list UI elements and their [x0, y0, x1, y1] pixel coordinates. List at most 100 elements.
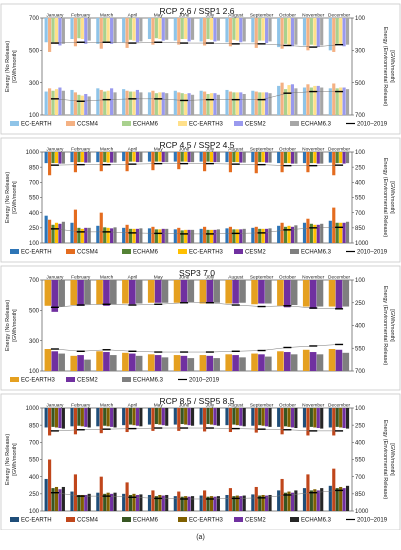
bar-upper — [320, 18, 324, 46]
bar-upper — [265, 18, 269, 44]
bar-lower — [309, 490, 313, 511]
figure-canvas: RCP 2.6 / SSP1 2.6 100 300 500 700 100 300 500 7… — [0, 3, 401, 531]
bar-lower — [345, 221, 350, 243]
bar-lower — [225, 89, 229, 115]
bar-upper — [180, 18, 184, 40]
bar-upper — [173, 152, 177, 162]
bar-lower — [280, 478, 284, 511]
legend-swatch — [10, 517, 19, 522]
bar-lower — [99, 89, 103, 115]
chart-title: RCP 8.5 / SSP5 8.5 — [160, 396, 235, 406]
bar-upper — [161, 280, 169, 303]
bar-upper — [213, 18, 217, 42]
bar-upper — [44, 18, 48, 43]
bar-lower — [103, 352, 110, 371]
bar-upper — [96, 408, 100, 427]
month-label: April — [128, 147, 138, 153]
bar-upper — [177, 18, 181, 45]
bar-upper — [106, 152, 110, 163]
y-right-axis-unit: [GWh/month] — [389, 50, 395, 83]
y-left-axis-unit: [GWh/month] — [12, 309, 18, 342]
bar-upper — [277, 280, 284, 306]
bar-upper — [280, 152, 284, 173]
reference-line — [54, 302, 340, 310]
bar-upper — [313, 18, 317, 46]
bar-upper — [254, 152, 258, 174]
bar-upper — [113, 408, 117, 428]
bar-upper — [147, 18, 152, 40]
bar-lower — [313, 224, 317, 243]
month-label: July — [206, 13, 215, 19]
bar-lower — [184, 93, 188, 115]
bar-lower — [258, 228, 262, 243]
bar-upper — [251, 18, 255, 43]
legend-label: EC-EARTH3 — [21, 378, 56, 384]
bar-upper — [139, 408, 143, 427]
bar-lower — [125, 482, 129, 511]
bar-upper — [206, 152, 210, 162]
y-left-axis-unit: [GWh/month] — [12, 181, 18, 214]
bar-lower — [165, 494, 169, 511]
bar-lower — [187, 229, 191, 243]
bar-upper — [158, 18, 162, 40]
bar-upper — [77, 280, 84, 306]
bar-upper — [302, 152, 307, 164]
reference-line — [54, 490, 340, 500]
bar-upper — [309, 152, 313, 164]
bar-upper — [110, 18, 114, 44]
month-label: July — [206, 403, 215, 409]
bar-upper — [84, 280, 91, 305]
bar-upper — [213, 408, 217, 426]
bar-lower — [232, 92, 236, 115]
bar-upper — [239, 18, 243, 43]
bar-lower — [268, 228, 272, 243]
bar-lower — [87, 227, 91, 243]
bar-lower — [77, 227, 81, 243]
y-right-tick-label: 700 — [355, 369, 366, 375]
bar-lower — [239, 357, 246, 371]
bar-upper — [320, 408, 324, 429]
bar-upper — [135, 18, 140, 43]
bar-lower — [242, 228, 246, 243]
bar-lower — [302, 488, 307, 511]
month-label: February — [71, 147, 91, 153]
bar-lower — [113, 492, 117, 511]
month-label: November — [302, 13, 325, 19]
bar-upper — [213, 152, 217, 163]
bar-lower — [287, 491, 291, 511]
bar-upper — [161, 408, 165, 426]
y-right-tick-label: 400 — [355, 441, 366, 447]
bar-lower — [306, 84, 310, 115]
bar-lower — [320, 223, 324, 243]
legend-label: ECHAM6.3 — [301, 518, 332, 524]
bar-lower — [268, 494, 272, 511]
y-right-tick-label: 100 — [355, 16, 366, 22]
bar-lower — [158, 494, 162, 511]
bar-lower — [265, 495, 269, 511]
bar-upper — [165, 18, 169, 40]
bar-lower — [132, 91, 136, 115]
chart-title: RCP 4.5 / SSP2 4.5 — [160, 140, 235, 150]
bar-lower — [265, 92, 269, 115]
bar-lower — [106, 227, 110, 243]
bar-lower — [235, 229, 239, 243]
legend-label: ECHAM6 — [133, 122, 159, 128]
bar-upper — [154, 152, 158, 162]
month-label: January — [46, 147, 64, 153]
legend-swatch — [122, 517, 131, 522]
bar-lower — [187, 496, 191, 511]
bar-lower — [225, 354, 233, 371]
bar-upper — [110, 152, 114, 163]
bar-lower — [258, 92, 262, 115]
bar-upper — [203, 18, 207, 46]
bar-upper — [96, 280, 103, 305]
y-right-tick-label: 550 — [355, 196, 366, 202]
bar-upper — [180, 280, 188, 302]
bar-upper — [251, 152, 255, 163]
bar-lower — [254, 226, 258, 243]
bar-lower — [216, 496, 220, 511]
bar-upper — [328, 18, 332, 51]
bar-upper — [106, 408, 110, 427]
bar-upper — [258, 280, 265, 304]
bar-upper — [206, 408, 210, 425]
